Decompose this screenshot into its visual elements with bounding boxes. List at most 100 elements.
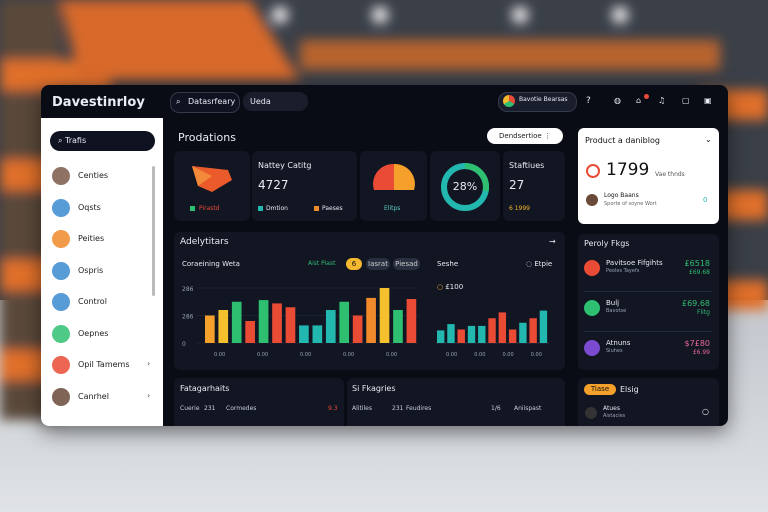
activity-note: Aistacies (603, 413, 626, 419)
filter-chip[interactable]: Iasrat (366, 258, 390, 270)
chart-title: Coraeining Weta (182, 260, 240, 268)
search-box[interactable] (170, 92, 240, 113)
chat-icon[interactable]: ▢ (682, 96, 690, 105)
avatar (586, 194, 598, 206)
legend-swatch (258, 206, 263, 211)
bar (478, 325, 486, 343)
scrollbar (152, 166, 155, 296)
user-pill[interactable] (498, 92, 577, 112)
y-tick-label: 286 (182, 286, 194, 293)
list-name: Bulj (606, 299, 620, 307)
expand-icon[interactable]: → (549, 237, 556, 246)
donut (441, 163, 489, 211)
settings-icon[interactable]: ▣ (704, 96, 712, 105)
bar (258, 300, 269, 343)
chevron: › (147, 359, 151, 368)
sidebar-label: Canrhel (78, 391, 109, 401)
owner-badge: 0 (703, 196, 708, 204)
table-panel (347, 378, 565, 426)
list-value-2: £6.99 (692, 349, 710, 356)
sidebar-icon (52, 356, 70, 374)
sidebar-item[interactable]: Peities (52, 230, 152, 248)
bar (437, 330, 445, 343)
table-panel (174, 378, 344, 426)
chart-tag: Aist Piast (308, 260, 336, 267)
target-icon (586, 164, 600, 178)
sidebar-item[interactable]: Centies (52, 167, 152, 185)
list-name: Pavitsoe Fifgihts (606, 259, 663, 267)
product-title: Product a daniblog (585, 136, 660, 145)
product-unit: Vae thnds (655, 171, 685, 178)
sidebar-label: Opil Tamems (78, 360, 130, 369)
panel-title: Fatagarhaits (180, 384, 230, 393)
sidebar-search-label: Trafis (65, 136, 87, 145)
kpi-caption: 6 1999 (509, 205, 530, 212)
sidebar-search[interactable] (50, 131, 155, 151)
bar (339, 301, 350, 343)
x-tick-label: 0.00 (446, 352, 457, 358)
bar (325, 310, 336, 343)
sidebar-icon (52, 261, 70, 280)
list-sub: Bavotse (606, 308, 627, 314)
sidebar-item[interactable]: Oepnes (52, 324, 152, 343)
bar (467, 325, 476, 343)
filter-chip[interactable]: 6 (346, 258, 362, 270)
brand: Davestinrloy (52, 95, 145, 110)
table-cell: Cormedes (226, 405, 257, 412)
kpi-value: 4727 (258, 178, 289, 192)
collapse-icon[interactable]: ⌄ (705, 135, 712, 144)
divider (584, 291, 712, 292)
bar (529, 318, 537, 343)
sidebar-item[interactable]: Oqsts (52, 198, 152, 217)
sidebar-item[interactable]: Control (52, 293, 152, 311)
product-card (578, 128, 719, 224)
table-cell: 231 (392, 405, 404, 412)
kpi-card (503, 151, 565, 221)
kpi-label: Staftiues (509, 161, 545, 170)
bar (218, 310, 229, 343)
sidebar-item[interactable]: Opil Tamems › (52, 356, 152, 374)
divider (584, 331, 712, 332)
kpi-value: 27 (509, 178, 525, 192)
action-label: Dendsertioe (499, 132, 542, 140)
table-cell: Aniispast (514, 405, 542, 412)
sidebar-icon (52, 198, 70, 217)
chart-filter[interactable]: ◌ Etpie (526, 260, 553, 268)
activity-icon[interactable]: ○ (702, 407, 709, 416)
sidebar-item[interactable]: Ospris (52, 261, 152, 280)
help-icon[interactable]: ? (586, 96, 591, 106)
chevron: › (147, 390, 151, 400)
list-value: $7£80 (684, 339, 710, 348)
list-icon (584, 260, 600, 276)
x-tick-label: 0.00 (386, 352, 397, 358)
sidebar-item[interactable]: Canrhel › (52, 387, 152, 406)
activity-title: Elsig (620, 385, 639, 394)
bar (393, 310, 403, 343)
action-button[interactable]: Dendsertioe ⋮ (487, 128, 563, 144)
list-sub: Peoles Tayefs (606, 268, 640, 274)
bar (508, 329, 517, 343)
kpi-pie (373, 163, 415, 190)
y-tick-label: 0 (182, 341, 186, 348)
bar (498, 312, 507, 343)
legend-swatch (190, 206, 195, 211)
globe-icon[interactable]: ◍ (614, 96, 621, 105)
activity-name: Atues (603, 405, 620, 412)
table-cell: Alitiles (352, 405, 372, 412)
home-icon[interactable]: ⌂ (636, 96, 642, 105)
sidebar-label: Centies (78, 171, 109, 180)
user-avatar (503, 95, 515, 107)
y-tick-label: 286 (182, 314, 194, 321)
activity-tag: Tiase (584, 384, 616, 395)
search-text: Datasrfeary (188, 97, 236, 106)
sidebar-label: Oqsts (78, 202, 101, 212)
notification-dot (644, 94, 649, 99)
filter-text: Ueda (250, 97, 271, 106)
bell-icon[interactable]: ♫ (658, 96, 666, 105)
filter-box[interactable] (243, 92, 308, 111)
sidebar-icon (52, 293, 70, 311)
x-tick-label: 0.00 (343, 352, 354, 358)
kpi-label: Nattey Catitg (258, 161, 312, 170)
filter-chip[interactable]: Piesad (393, 258, 420, 270)
kpi-caption: Pirastd (199, 205, 220, 212)
